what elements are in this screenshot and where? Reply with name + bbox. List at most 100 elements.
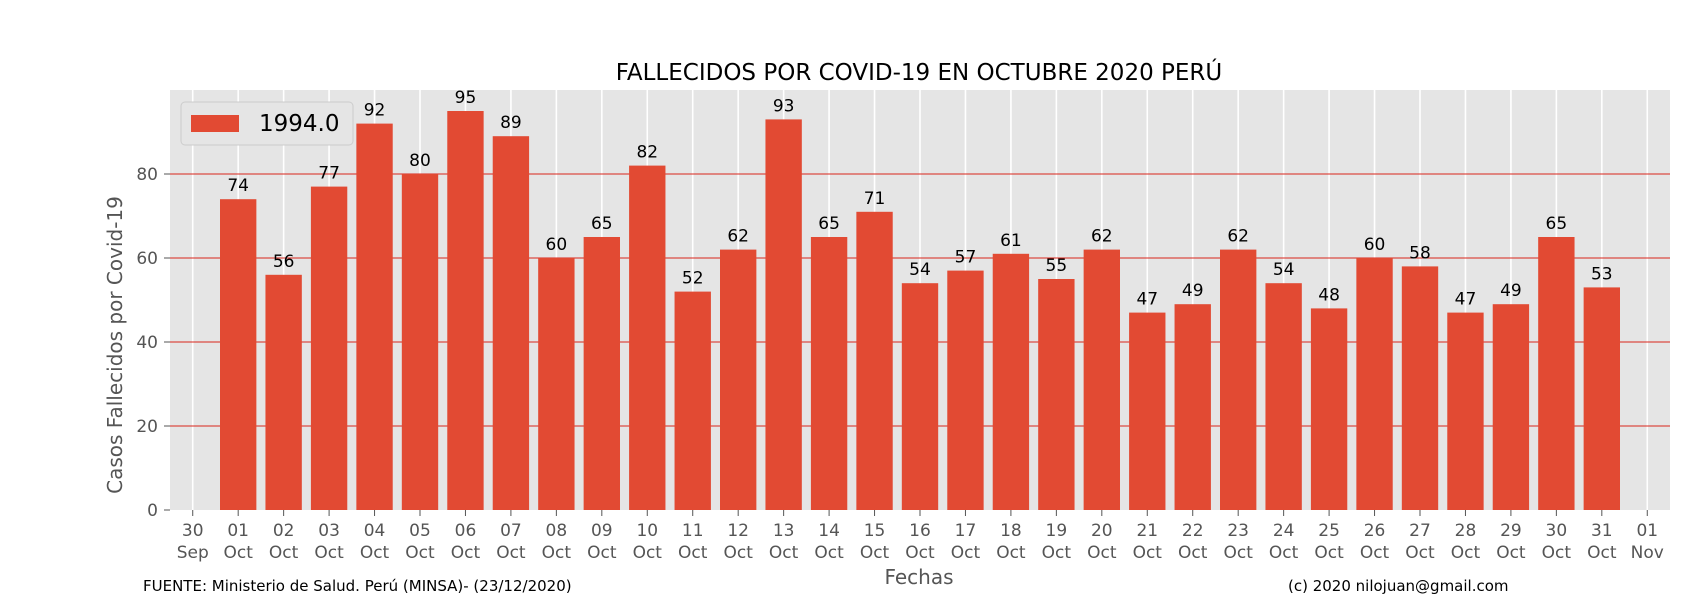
bar-20-oct [1083, 249, 1120, 510]
x-tick-day: 13 [773, 521, 795, 541]
bar-value-label: 58 [1409, 243, 1431, 263]
bar-value-label: 60 [1364, 235, 1386, 255]
bar-value-label: 60 [546, 235, 568, 255]
bar-03-oct [310, 186, 348, 510]
x-tick-month: Oct [1223, 543, 1253, 563]
x-tick-day: 02 [273, 521, 295, 541]
x-tick-month: Oct [1587, 543, 1617, 563]
bar-19-oct [1038, 279, 1075, 510]
bar-value-label: 48 [1318, 285, 1340, 305]
bar-value-label: 74 [227, 176, 249, 196]
bar-29-oct [1492, 304, 1530, 510]
bar-value-label: 57 [955, 248, 977, 268]
x-tick-month: Oct [996, 543, 1026, 563]
bar-24-oct [1265, 283, 1302, 510]
bar-value-label: 53 [1591, 264, 1613, 284]
x-tick-day: 06 [455, 521, 477, 541]
bar-11-oct [674, 291, 711, 510]
bar-07-oct [492, 136, 530, 510]
x-tick-month: Oct [496, 543, 526, 563]
x-tick-day: 21 [1136, 521, 1158, 541]
x-tick-month: Oct [1178, 543, 1208, 563]
bar-value-label: 89 [500, 113, 522, 133]
bar-value-label: 65 [1546, 214, 1568, 234]
bar-10-oct [629, 165, 666, 510]
bar-22-oct [1174, 304, 1211, 510]
x-tick-day: 03 [318, 521, 340, 541]
legend-swatch [191, 115, 239, 132]
x-tick-month: Oct [723, 543, 753, 563]
y-tick-label: 20 [136, 417, 158, 437]
x-tick-month: Oct [360, 543, 390, 563]
x-tick-month: Oct [223, 543, 253, 563]
bar-01-oct [220, 199, 257, 510]
bar-value-label: 47 [1136, 290, 1158, 310]
bar-value-label: 49 [1500, 281, 1522, 301]
bar-value-label: 62 [727, 227, 749, 247]
x-tick-day: 12 [727, 521, 749, 541]
x-tick-month: Oct [269, 543, 299, 563]
x-tick-day: 24 [1273, 521, 1295, 541]
bar-26-oct [1356, 258, 1393, 510]
x-tick-day: 27 [1409, 521, 1431, 541]
x-tick-month: Oct [814, 543, 844, 563]
bar-value-label: 65 [818, 214, 840, 234]
bar-value-label: 49 [1182, 281, 1204, 301]
bar-value-label: 61 [1000, 231, 1022, 251]
x-tick-month: Oct [314, 543, 344, 563]
bar-08-oct [538, 258, 575, 510]
x-tick-month: Oct [1133, 543, 1163, 563]
bar-17-oct [947, 270, 984, 510]
x-tick-day: 15 [864, 521, 886, 541]
x-tick-month: Oct [542, 543, 572, 563]
legend: 1994.0 [180, 101, 354, 146]
chart-title: FALLECIDOS POR COVID-19 EN OCTUBRE 2020 … [616, 58, 1222, 86]
x-tick-day: 28 [1455, 521, 1477, 541]
y-axis-label: Casos Fallecidos por Covid-19 [103, 196, 127, 494]
bar-09-oct [583, 237, 620, 510]
x-tick-day: 11 [682, 521, 704, 541]
bar-value-label: 80 [409, 151, 431, 171]
x-tick-month: Oct [769, 543, 799, 563]
x-tick-day: 16 [909, 521, 931, 541]
bar-value-label: 54 [1273, 260, 1295, 280]
x-tick-month: Oct [405, 543, 435, 563]
x-tick-day: 23 [1227, 521, 1249, 541]
bar-value-label: 95 [455, 88, 477, 108]
bar-value-label: 47 [1455, 290, 1477, 310]
bar-value-label: 55 [1046, 256, 1068, 276]
x-tick-day: 07 [500, 521, 522, 541]
bar-12-oct [720, 249, 757, 510]
x-tick-day: 18 [1000, 521, 1022, 541]
y-tick-label: 40 [136, 333, 158, 353]
x-tick-month: Nov [1631, 543, 1664, 563]
bar-value-label: 71 [864, 189, 886, 209]
x-tick-day: 01 [1636, 521, 1658, 541]
x-tick-day: 30 [182, 521, 204, 541]
x-tick-month: Oct [587, 543, 617, 563]
bar-value-label: 62 [1091, 227, 1113, 247]
credit-note: (c) 2020 nilojuan@gmail.com [1288, 577, 1509, 595]
bar-31-oct [1583, 287, 1620, 510]
bar-value-label: 52 [682, 269, 704, 289]
bar-value-label: 56 [273, 252, 295, 272]
bar-06-oct [447, 111, 484, 510]
bar-23-oct [1220, 249, 1257, 510]
x-tick-day: 10 [636, 521, 658, 541]
y-tick-label: 0 [147, 501, 158, 521]
x-tick-month: Oct [1269, 543, 1299, 563]
x-tick-month: Oct [1314, 543, 1344, 563]
bar-value-label: 62 [1227, 227, 1249, 247]
bar-value-label: 54 [909, 260, 931, 280]
bar-25-oct [1310, 308, 1348, 510]
x-tick-day: 04 [364, 521, 386, 541]
x-tick-day: 19 [1046, 521, 1068, 541]
bar-05-oct [401, 174, 439, 510]
y-tick-label: 80 [136, 165, 158, 185]
x-tick-month: Oct [633, 543, 663, 563]
x-tick-month: Oct [678, 543, 708, 563]
x-tick-day: 01 [227, 521, 249, 541]
x-axis-label: Fechas [884, 565, 953, 589]
x-tick-day: 17 [955, 521, 977, 541]
x-tick-day: 26 [1364, 521, 1386, 541]
